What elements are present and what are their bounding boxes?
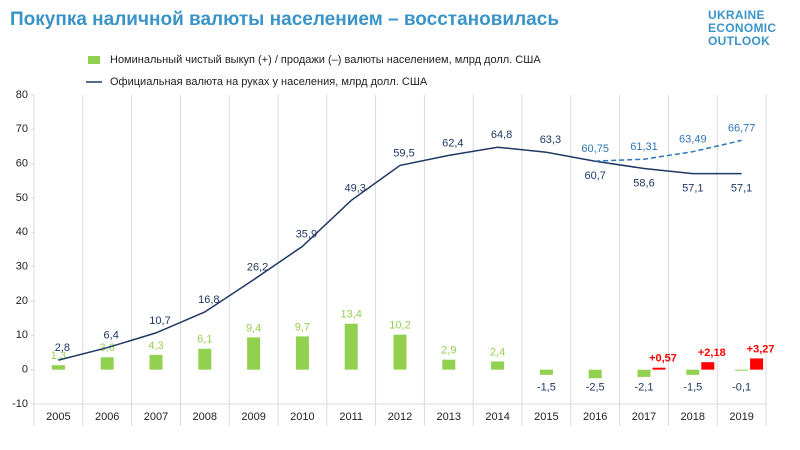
data-label: +2,18 <box>698 347 726 359</box>
data-label: -2,5 <box>586 382 605 394</box>
data-label: 9,7 <box>295 321 310 333</box>
line <box>595 139 742 162</box>
bar <box>198 348 212 370</box>
bar <box>491 361 505 370</box>
bar <box>750 358 764 370</box>
data-label: -1,5 <box>537 382 556 394</box>
x-tick-label: 2013 <box>437 411 461 423</box>
data-label: 2,4 <box>490 346 505 358</box>
legend-label: Номинальный чистый выкуп (+) / продажи (… <box>110 54 541 66</box>
bar <box>637 369 651 377</box>
data-label: 16,8 <box>198 294 219 306</box>
bar <box>686 369 700 375</box>
legend-swatch <box>88 56 100 64</box>
x-tick-label: 2019 <box>729 411 753 423</box>
data-label: 49,3 <box>344 182 365 194</box>
y-tick-label: 80 <box>16 89 28 101</box>
data-label: 2,8 <box>55 342 70 354</box>
data-label: -0,1 <box>732 382 751 394</box>
data-label: 57,1 <box>682 183 703 195</box>
bar <box>539 369 553 375</box>
data-label: 60,75 <box>581 143 609 155</box>
x-tick-label: 2017 <box>632 411 656 423</box>
data-label: -2,1 <box>635 382 654 394</box>
x-tick-label: 2007 <box>144 411 168 423</box>
data-label: 62,4 <box>442 137 463 149</box>
y-tick-label: 30 <box>16 261 28 273</box>
x-tick-label: 2008 <box>193 411 217 423</box>
line <box>58 146 742 361</box>
data-label: 10,7 <box>149 315 170 327</box>
bar <box>588 369 602 379</box>
data-label: 2,9 <box>441 345 456 357</box>
x-tick-label: 2009 <box>241 411 265 423</box>
x-tick-label: 2011 <box>339 411 363 423</box>
logo-line: UKRAINE <box>708 8 765 22</box>
chart-title: Покупка наличной валюты населением – вос… <box>10 9 559 30</box>
data-label: 60,7 <box>584 170 605 182</box>
y-tick-label: 20 <box>16 295 28 307</box>
y-tick-label: 70 <box>16 123 28 135</box>
y-tick-label: 60 <box>16 158 28 170</box>
bar <box>735 369 749 371</box>
data-label: 63,3 <box>540 134 561 146</box>
data-label: 6,1 <box>197 334 212 346</box>
y-tick-label: -10 <box>12 398 28 410</box>
bar <box>295 336 309 370</box>
x-tick-label: 2015 <box>534 411 558 423</box>
bar <box>393 334 407 370</box>
x-tick-label: 2010 <box>290 411 314 423</box>
x-tick-label: 2012 <box>388 411 412 423</box>
data-label: +3,27 <box>747 343 775 355</box>
data-label: 66,77 <box>728 122 756 134</box>
y-tick-label: 10 <box>16 329 28 341</box>
data-label: 26,2 <box>247 262 268 274</box>
data-label: 35,9 <box>296 228 317 240</box>
y-tick-label: 40 <box>16 226 28 238</box>
logo-line: OUTLOOK <box>708 34 770 48</box>
data-label: 4,3 <box>148 340 163 352</box>
data-label: 63,49 <box>679 134 707 146</box>
x-tick-label: 2006 <box>95 411 119 423</box>
bar <box>51 365 65 370</box>
bar <box>701 362 715 370</box>
y-tick-label: 50 <box>16 192 28 204</box>
logo-line: ECONOMIC <box>708 21 776 35</box>
x-tick-label: 2014 <box>485 411 509 423</box>
bar <box>442 359 456 370</box>
data-label: 57,1 <box>731 183 752 195</box>
data-label: 59,5 <box>393 147 414 159</box>
data-label: 13,4 <box>340 309 361 321</box>
data-label: -1,5 <box>683 382 702 394</box>
y-tick-label: 0 <box>22 364 28 376</box>
bar <box>100 357 114 370</box>
x-tick-label: 2018 <box>681 411 705 423</box>
data-label: 6,4 <box>104 330 119 342</box>
data-label: 61,31 <box>630 141 658 153</box>
bar <box>149 354 163 370</box>
data-label: 9,4 <box>246 322 261 334</box>
bar <box>344 323 358 370</box>
data-label: +0,57 <box>649 353 677 365</box>
data-label: 64,8 <box>491 129 512 141</box>
x-tick-label: 2005 <box>46 411 70 423</box>
bar <box>247 337 261 370</box>
legend-label: Официальная валюта на руках у населения,… <box>110 76 428 88</box>
bar <box>652 367 666 370</box>
data-label: 58,6 <box>633 177 654 189</box>
data-label: 10,2 <box>389 320 410 332</box>
x-tick-label: 2016 <box>583 411 607 423</box>
